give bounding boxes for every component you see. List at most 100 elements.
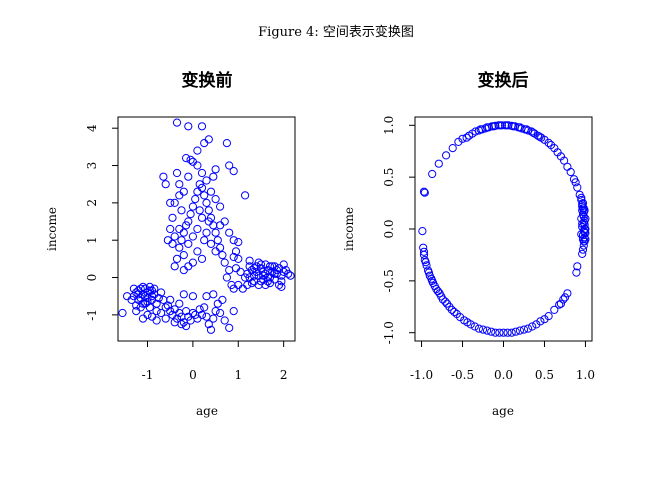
- scatter-point-before: [234, 280, 243, 290]
- scatter-point-before: [179, 251, 188, 260]
- scatter-point-before: [229, 236, 238, 245]
- scatter-point-after: [563, 162, 572, 171]
- scatter-point-before: [254, 258, 263, 267]
- scatter-point-after: [559, 295, 568, 304]
- scatter-point-before: [152, 316, 161, 325]
- scatter-point-before: [243, 280, 252, 290]
- scatter-point-after: [448, 144, 457, 153]
- scatter-point-after: [495, 328, 504, 337]
- scatter-point-before: [152, 307, 161, 316]
- scatter-point-before: [218, 251, 227, 260]
- scatter-point-before: [193, 161, 202, 170]
- scatter-point-before: [163, 236, 172, 245]
- scatter-point-before: [193, 224, 202, 234]
- y-axis-after: -1.0 -0.5 0.0 0.5 1.0: [382, 116, 415, 344]
- scatter-point-after: [470, 322, 479, 331]
- scatter-point-after: [563, 289, 572, 298]
- chart-panel-before: 变换前 -1 0 1 2 -1 0 1 2 3 4 age income: [45, 70, 296, 418]
- scatter-point-before: [209, 221, 218, 230]
- scatter-point-after: [422, 261, 431, 270]
- scatter-point-after: [573, 183, 582, 192]
- scatter-point-after: [578, 210, 588, 219]
- scatter-point-before: [188, 258, 197, 267]
- scatter-point-after: [544, 138, 553, 147]
- scatter-point-after: [528, 128, 538, 137]
- scatter-point-after: [515, 326, 525, 335]
- scatter-point-before: [197, 168, 207, 178]
- scatter-point-after: [452, 309, 461, 319]
- y-tick-label-before: 1: [85, 236, 99, 244]
- scatter-point-before: [118, 308, 127, 318]
- scatter-point-before: [234, 238, 243, 247]
- scatter-point-after: [434, 159, 443, 168]
- scatter-point-before: [220, 217, 229, 226]
- scatter-point-before: [193, 247, 202, 256]
- scatter-point-before: [186, 155, 195, 164]
- scatter-point-before: [175, 224, 184, 234]
- scatter-point-before: [204, 135, 213, 144]
- scatter-point-before: [202, 292, 211, 301]
- scatter-point-before: [184, 172, 193, 181]
- plot-frame-after: [414, 116, 593, 342]
- x-axis-label-after: age: [492, 404, 514, 418]
- x-axis-before: -1 0 1 2: [142, 341, 287, 382]
- scatter-point-after: [441, 297, 450, 306]
- scatter-point-before: [286, 271, 295, 280]
- scatter-point-before: [216, 308, 225, 318]
- scatter-point-before: [277, 277, 286, 286]
- scatter-point-before: [193, 187, 202, 196]
- scatter-point-after: [560, 293, 570, 302]
- scatter-point-before: [166, 198, 175, 207]
- x-tick-label-after: 1.0: [576, 368, 595, 382]
- y-tick-label-after: 0.5: [382, 168, 396, 187]
- x-tick-label-before: -1: [142, 368, 154, 382]
- scatter-point-after: [496, 121, 505, 130]
- scatter-point-after: [428, 169, 437, 179]
- scatter-point-before: [172, 254, 182, 263]
- scatter-point-after: [535, 132, 544, 141]
- scatter-point-before: [220, 258, 229, 267]
- scatter-point-after: [420, 188, 429, 197]
- scatter-point-before: [202, 198, 211, 207]
- scatter-point-before: [188, 292, 197, 301]
- scatter-point-before: [172, 168, 182, 178]
- scatter-point-after: [571, 178, 580, 187]
- scatter-point-before: [182, 322, 191, 331]
- scatter-point-before: [202, 176, 211, 185]
- scatter-point-after: [579, 204, 588, 213]
- scatter-point-before: [143, 297, 152, 306]
- scatter-point-before: [193, 146, 202, 155]
- scatter-point-after: [577, 193, 586, 202]
- scatter-point-before: [209, 172, 218, 181]
- scatter-point-before: [154, 294, 163, 303]
- scatter-point-before: [177, 320, 186, 329]
- scatter-point-after: [522, 125, 531, 134]
- y-tick-label-before: 0: [85, 274, 99, 282]
- scatter-point-before: [238, 284, 247, 293]
- scatter-point-after: [450, 307, 459, 317]
- scatter-point-before: [231, 264, 241, 273]
- scatter-point-after: [442, 151, 451, 160]
- scatter-point-before: [229, 252, 238, 262]
- scatter-point-before: [147, 312, 157, 321]
- y-tick-label-before: 3: [85, 162, 99, 170]
- scatter-point-before: [270, 269, 279, 278]
- scatter-point-before: [143, 294, 152, 303]
- scatter-point-after: [499, 328, 508, 337]
- scatter-point-before: [184, 262, 193, 271]
- scatter-point-before: [200, 303, 209, 312]
- scatter-point-after: [438, 295, 447, 304]
- y-tick-label-after: 0.0: [382, 219, 396, 238]
- scatter-point-before: [161, 314, 170, 323]
- scatter-point-before: [179, 290, 188, 299]
- x-tick-label-after: 0.5: [535, 368, 554, 382]
- scatter-point-before: [211, 247, 220, 256]
- y-tick-label-after: 1.0: [382, 116, 396, 135]
- scatter-point-before: [179, 228, 188, 237]
- scatter-point-before: [179, 187, 188, 196]
- scatter-point-before: [225, 228, 234, 237]
- scatter-point-before: [123, 292, 132, 301]
- scatter-point-before: [150, 284, 159, 293]
- scatter-point-before: [138, 282, 148, 291]
- scatter-point-before: [216, 202, 225, 211]
